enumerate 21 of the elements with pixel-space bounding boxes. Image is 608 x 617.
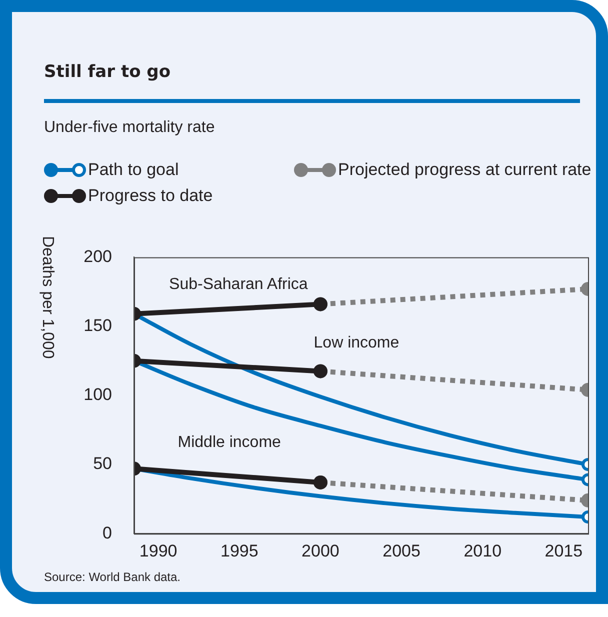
chart-title: Still far to go	[44, 62, 171, 82]
y-tick-label: 200	[84, 246, 112, 266]
x-tick-label: 2005	[382, 541, 420, 560]
y-tick-label: 150	[84, 316, 112, 335]
y-tick-label: 100	[84, 385, 112, 404]
source-note: Source: World Bank data.	[44, 570, 181, 584]
x-tick-label: 2010	[464, 541, 502, 560]
annotation: Middle income	[178, 434, 282, 451]
y-tick-label: 0	[102, 523, 112, 542]
annotation: Sub-Saharan Africa	[169, 276, 308, 294]
y-axis-title: Deaths per 1,000	[38, 236, 56, 359]
x-tick-label: 2015	[544, 541, 583, 560]
legend-label: Progress to date	[88, 186, 213, 206]
x-tick-label: 1990	[139, 541, 178, 560]
x-tick-label: 1995	[220, 541, 258, 560]
annotation: Low income	[314, 334, 400, 352]
chart-subtitle: Under-five mortality rate	[44, 119, 215, 137]
legend-label: Path to goal	[88, 160, 179, 180]
y-tick-label: 50	[93, 454, 112, 474]
legend-label: Projected progress at current rate	[338, 160, 592, 180]
x-tick-label: 2000	[302, 541, 340, 560]
